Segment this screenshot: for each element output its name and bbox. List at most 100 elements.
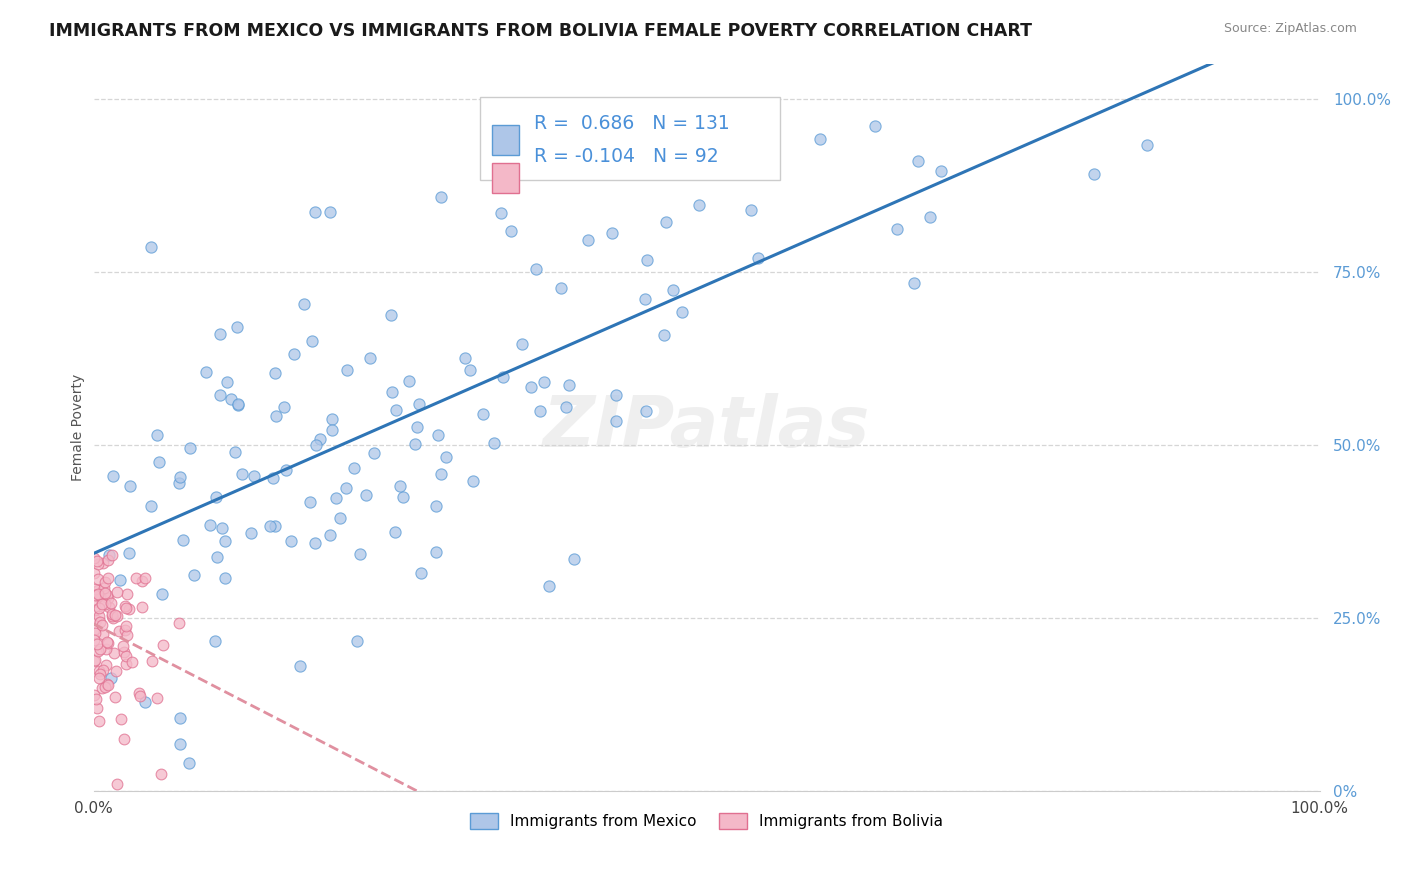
Point xyxy=(128,686,150,700)
Point xyxy=(533,376,555,390)
Point xyxy=(131,574,153,588)
Point xyxy=(259,518,281,533)
Point xyxy=(114,599,136,613)
Point xyxy=(689,198,711,212)
Point xyxy=(903,276,925,290)
Point xyxy=(146,428,169,442)
Point xyxy=(152,639,174,653)
Point xyxy=(481,137,503,152)
Point xyxy=(274,463,297,477)
Legend: Immigrants from Mexico, Immigrants from Bolivia: Immigrants from Mexico, Immigrants from … xyxy=(464,807,949,835)
Point xyxy=(84,653,107,667)
Point xyxy=(83,595,105,609)
Point xyxy=(325,491,347,505)
Point xyxy=(94,586,117,600)
Point xyxy=(115,648,138,663)
Point xyxy=(634,292,657,306)
Point xyxy=(86,637,108,651)
Point xyxy=(538,579,561,593)
Point xyxy=(243,469,266,483)
Point xyxy=(429,190,451,204)
Point xyxy=(693,161,716,176)
Point xyxy=(356,488,378,502)
Point xyxy=(134,571,156,585)
Point xyxy=(169,737,191,751)
Point xyxy=(87,582,110,597)
Point xyxy=(87,644,110,658)
Point xyxy=(89,590,111,604)
Point xyxy=(634,404,657,418)
Point xyxy=(346,633,368,648)
Point xyxy=(678,159,700,173)
Point xyxy=(86,554,108,568)
Point xyxy=(1083,167,1105,181)
Point xyxy=(91,681,114,696)
Point xyxy=(104,690,127,705)
Point xyxy=(96,587,118,601)
Point xyxy=(169,470,191,484)
Point xyxy=(489,206,512,220)
FancyBboxPatch shape xyxy=(479,96,780,180)
Point xyxy=(103,646,125,660)
Point xyxy=(117,602,139,616)
Point xyxy=(169,711,191,725)
Point xyxy=(208,388,231,402)
Point xyxy=(141,654,163,668)
Point xyxy=(94,680,117,694)
Point xyxy=(172,533,194,548)
Point xyxy=(671,305,693,319)
Bar xyxy=(492,162,519,193)
Point xyxy=(405,420,427,434)
Point xyxy=(262,471,284,485)
Point xyxy=(149,766,172,780)
Point xyxy=(179,756,201,770)
Point xyxy=(458,363,481,377)
Point xyxy=(512,337,534,351)
Point xyxy=(208,326,231,341)
Point xyxy=(87,572,110,586)
Point xyxy=(128,689,150,703)
Point xyxy=(120,479,142,493)
Point xyxy=(101,468,124,483)
Point xyxy=(652,328,675,343)
Point xyxy=(101,611,124,625)
Point xyxy=(97,678,120,692)
Point xyxy=(84,622,107,636)
Point xyxy=(808,132,831,146)
Point xyxy=(343,461,366,475)
Point xyxy=(96,635,118,649)
Point xyxy=(87,714,110,728)
Point xyxy=(87,671,110,685)
Point xyxy=(89,667,111,681)
Text: R =  0.686   N = 131: R = 0.686 N = 131 xyxy=(534,114,730,133)
Point xyxy=(114,645,136,659)
Point xyxy=(454,351,477,365)
Point xyxy=(169,616,191,631)
Point xyxy=(308,432,330,446)
Point xyxy=(89,601,111,615)
Point xyxy=(1135,138,1157,153)
Point xyxy=(83,688,105,702)
Point xyxy=(519,380,541,394)
Text: IMMIGRANTS FROM MEXICO VS IMMIGRANTS FROM BOLIVIA FEMALE POVERTY CORRELATION CHA: IMMIGRANTS FROM MEXICO VS IMMIGRANTS FRO… xyxy=(49,22,1032,40)
Point xyxy=(84,626,107,640)
Point xyxy=(91,597,114,611)
Point xyxy=(84,691,107,706)
Point xyxy=(131,599,153,614)
Point xyxy=(83,633,105,648)
Point xyxy=(105,609,128,624)
Point xyxy=(266,409,288,423)
Point xyxy=(115,601,138,615)
Bar xyxy=(492,125,519,155)
Point xyxy=(91,663,114,677)
Point xyxy=(381,384,404,399)
Point xyxy=(204,633,226,648)
Point xyxy=(205,491,228,505)
Point xyxy=(384,524,406,539)
Point xyxy=(747,252,769,266)
Point xyxy=(425,499,447,513)
Point xyxy=(228,397,250,411)
Point xyxy=(392,490,415,504)
Point xyxy=(605,414,627,428)
Point xyxy=(101,607,124,621)
